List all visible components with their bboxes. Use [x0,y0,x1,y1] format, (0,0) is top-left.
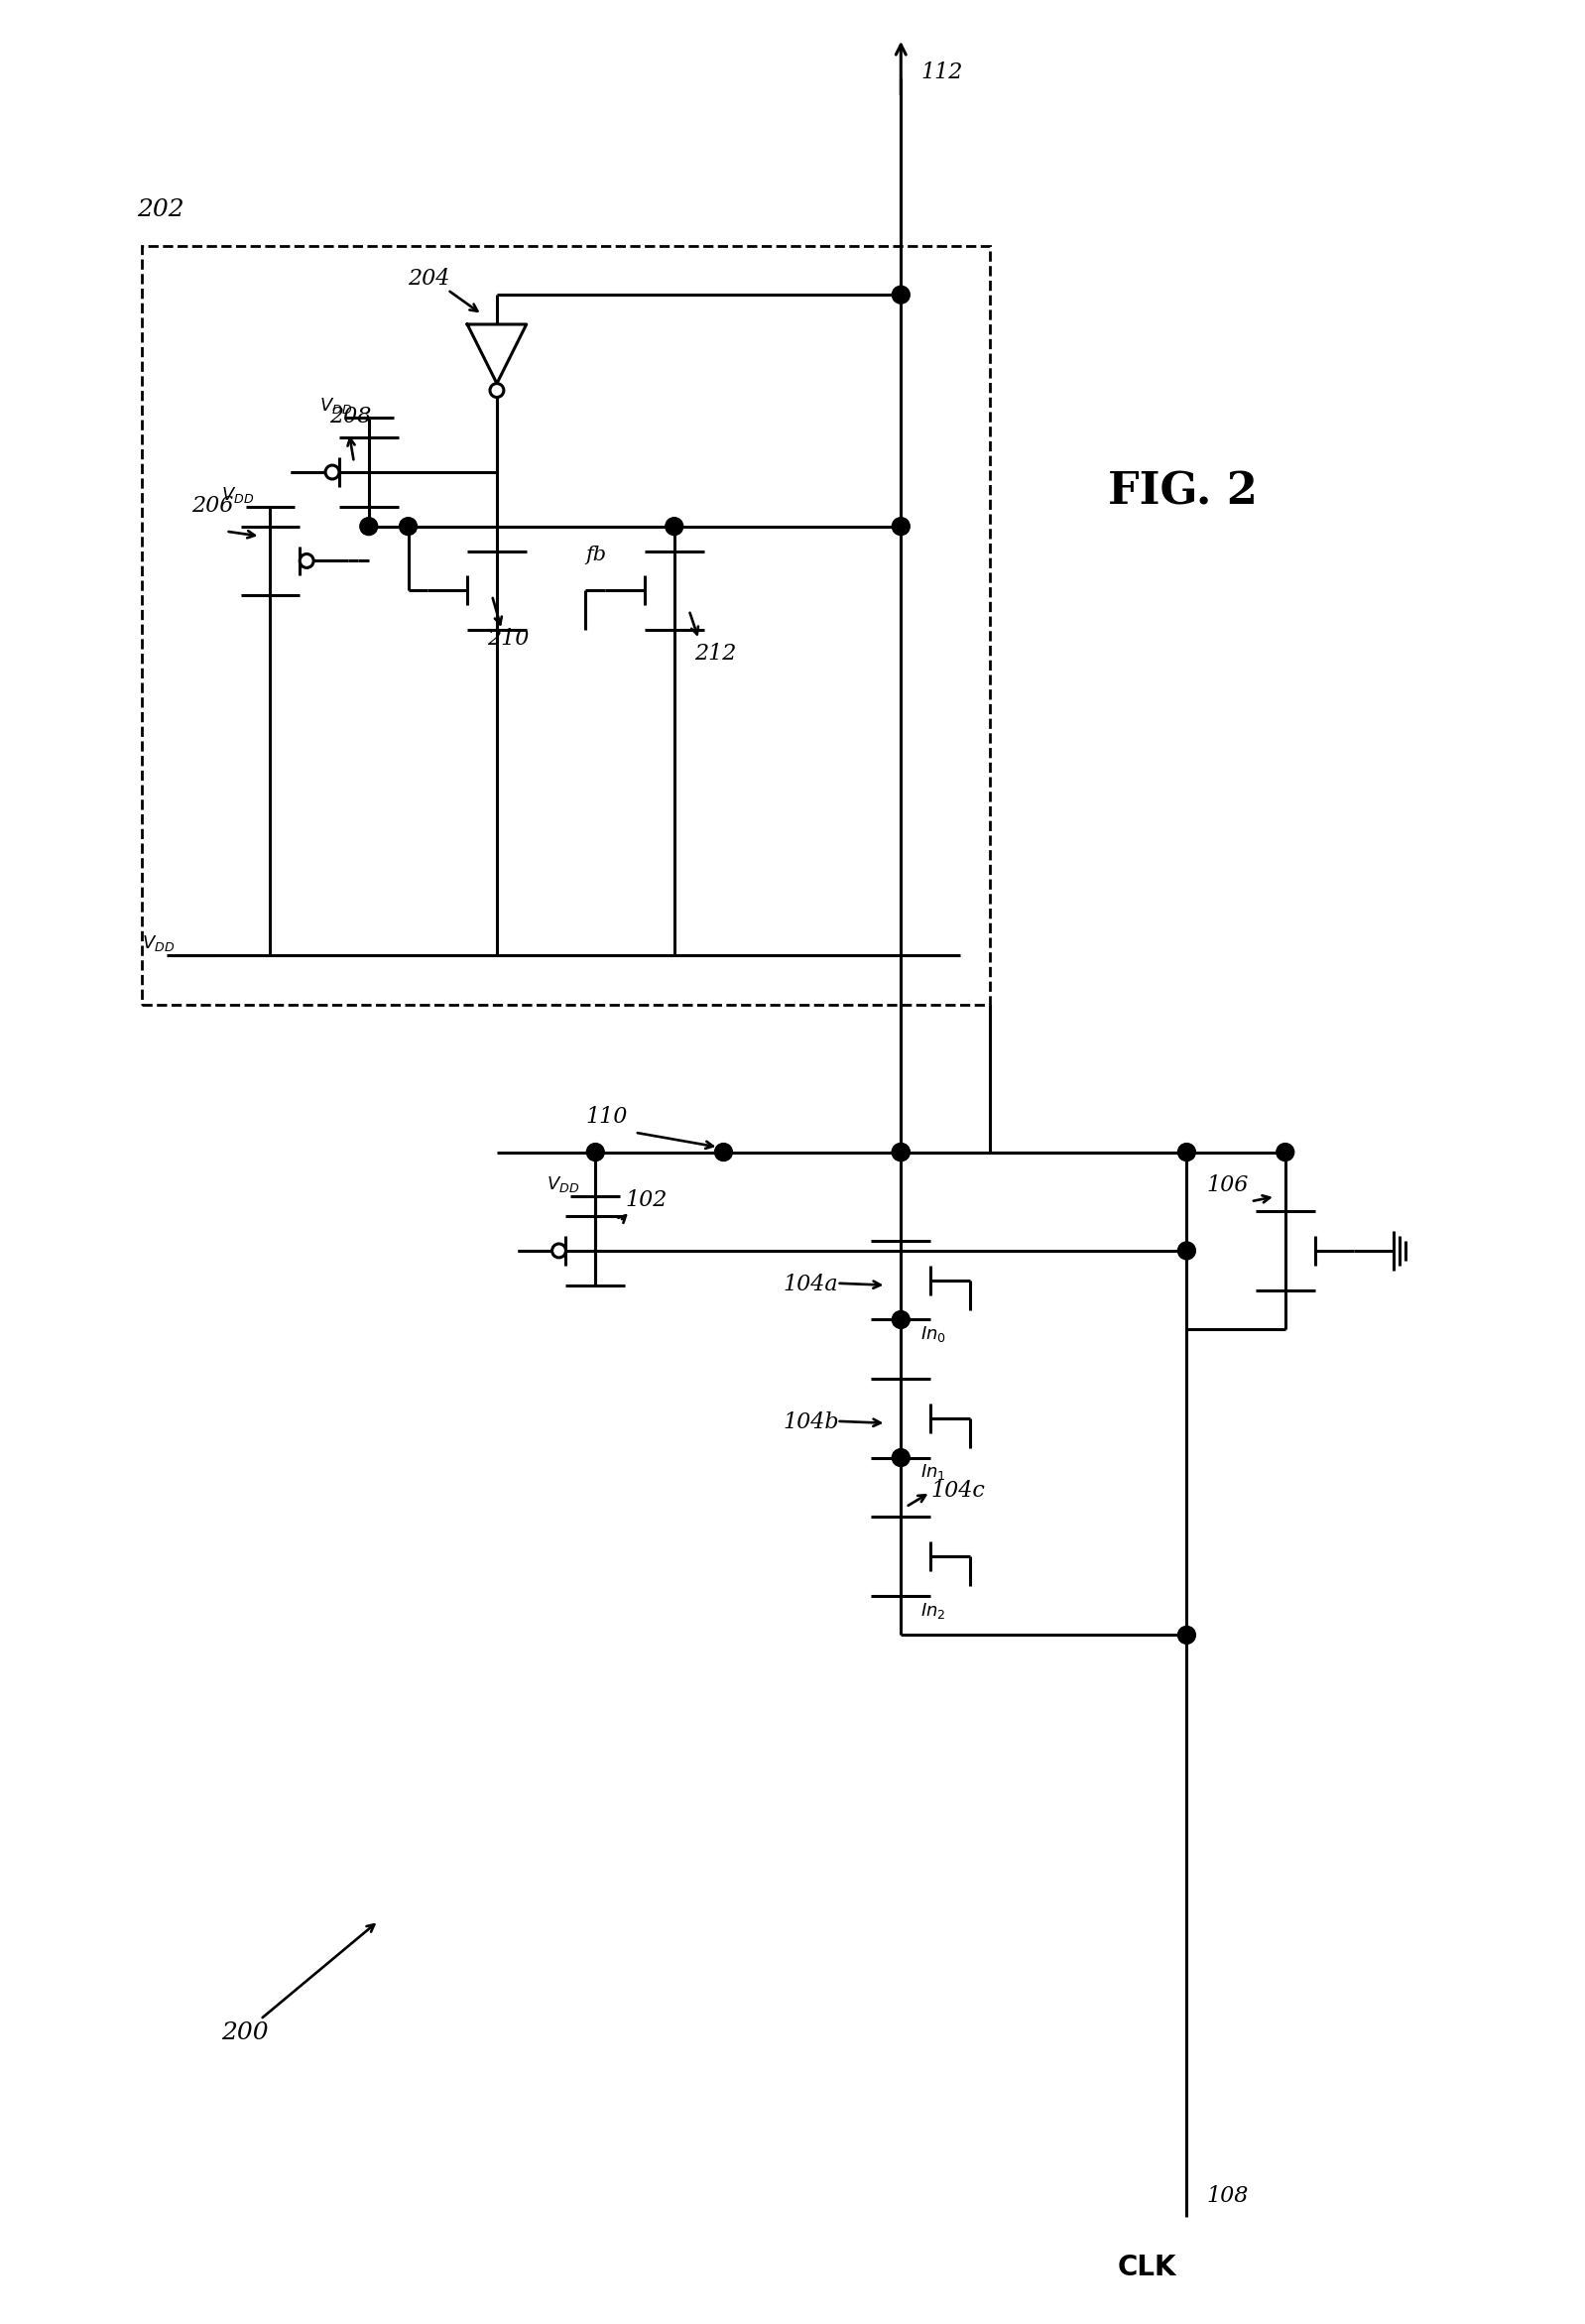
Text: 208: 208 [330,407,371,428]
Circle shape [892,1143,910,1162]
Text: 104c: 104c [930,1480,984,1501]
Text: FIG. 2: FIG. 2 [1108,469,1257,514]
Text: 104a: 104a [783,1274,838,1294]
Circle shape [1178,1627,1195,1643]
Circle shape [360,518,377,535]
Text: $In_2$: $In_2$ [921,1601,946,1620]
Circle shape [666,518,683,535]
Text: $In_0$: $In_0$ [921,1325,946,1343]
Text: 206: 206 [192,495,233,516]
Circle shape [552,1243,566,1257]
Text: $In_1$: $In_1$ [921,1462,946,1483]
Text: 212: 212 [694,641,735,665]
Text: fb: fb [585,546,607,565]
Circle shape [892,1311,910,1329]
Circle shape [586,1143,604,1162]
Text: $V_{DD}$: $V_{DD}$ [320,395,352,416]
Text: 104b: 104b [783,1411,838,1434]
Text: 204: 204 [409,267,450,290]
Text: $V_{DD}$: $V_{DD}$ [143,934,174,953]
Circle shape [715,1143,732,1162]
Text: 110: 110 [585,1106,628,1127]
Text: 202: 202 [138,198,184,221]
Circle shape [1178,1143,1195,1162]
Circle shape [1276,1143,1293,1162]
Circle shape [325,465,339,479]
Text: 102: 102 [624,1190,667,1211]
Polygon shape [468,325,526,383]
Circle shape [892,286,910,304]
Circle shape [300,553,314,567]
Text: 200: 200 [220,2022,268,2045]
Text: 112: 112 [921,60,962,84]
Circle shape [892,1143,910,1162]
Text: 106: 106 [1206,1174,1249,1197]
Circle shape [490,383,504,397]
Text: 108: 108 [1206,2185,1249,2208]
Text: $V_{DD}$: $V_{DD}$ [547,1174,579,1195]
Circle shape [399,518,417,535]
Text: $V_{DD}$: $V_{DD}$ [220,486,254,504]
Text: 210: 210 [487,627,529,651]
Circle shape [892,1448,910,1466]
Circle shape [892,518,910,535]
Circle shape [1178,1241,1195,1260]
Bar [143,246,989,1004]
Text: CLK: CLK [1117,2254,1176,2282]
